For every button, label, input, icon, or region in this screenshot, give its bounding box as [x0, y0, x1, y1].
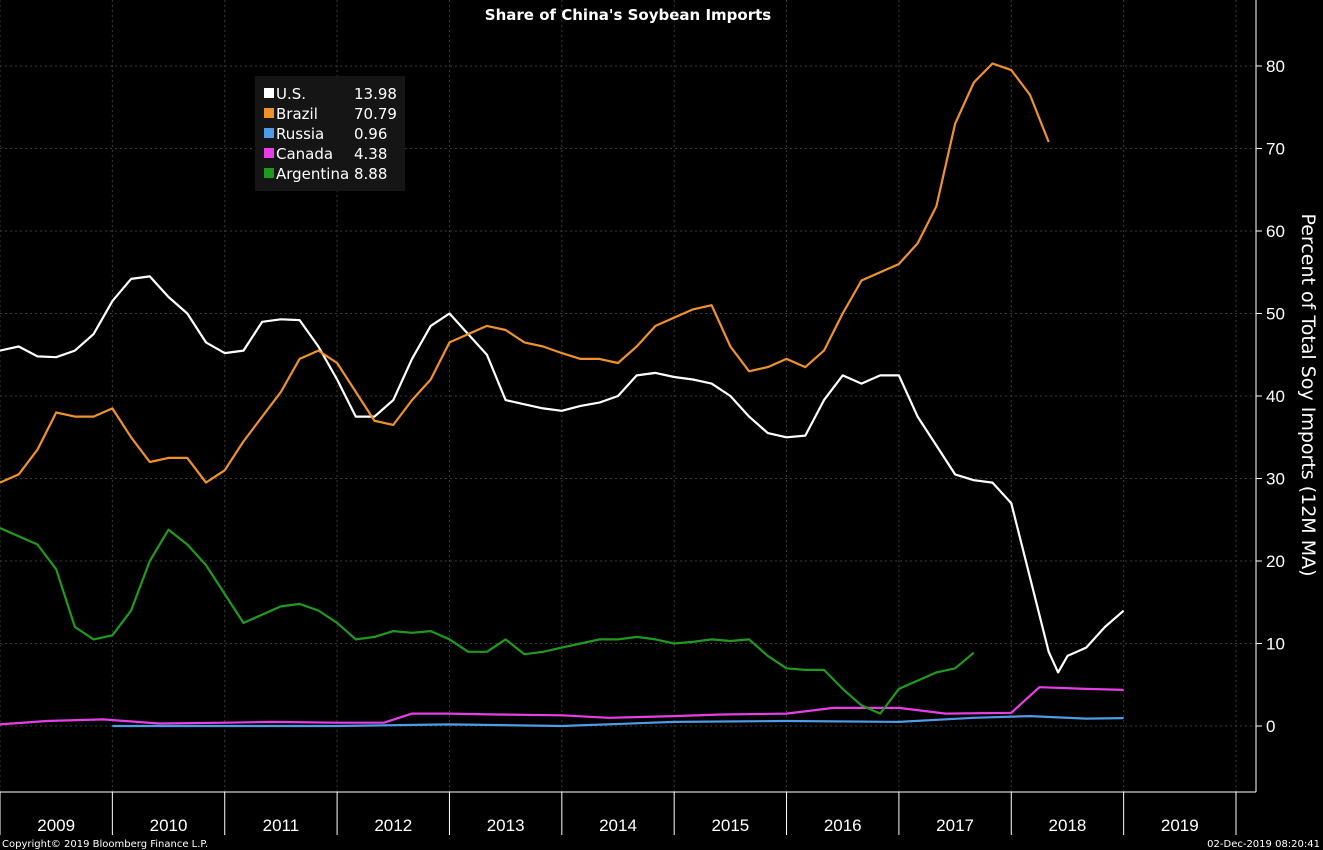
x-tick-label-2015: 2015: [711, 816, 749, 835]
series-line-argentina: [0, 526, 975, 715]
legend-value: 4.38: [354, 145, 387, 163]
y-tick-label: 70: [1266, 140, 1285, 159]
legend-value: 0.96: [354, 125, 387, 143]
legend: U.S. 13.98 Brazil 70.79 Russia 0.96 Canada 4.38…: [255, 76, 405, 191]
x-tick-label-2011: 2011: [263, 816, 300, 835]
series-line-russia: [112, 715, 1124, 728]
series-line-us: [0, 275, 1125, 674]
legend-value: 8.88: [354, 165, 387, 183]
legend-label: Brazil: [276, 105, 318, 123]
series-line-canada: [0, 686, 1124, 726]
y-tick-label: 0: [1266, 717, 1275, 736]
y-tick-label: 10: [1266, 635, 1285, 654]
chart-title: Share of China's Soybean Imports: [485, 6, 771, 24]
legend-box: [255, 76, 405, 191]
legend-swatch: [264, 108, 274, 118]
timestamp-text: 02-Dec-2019 08:20:41: [1207, 839, 1320, 850]
legend-swatch: [264, 148, 274, 158]
legend-swatch: [264, 88, 274, 98]
y-tick-label: 40: [1266, 387, 1285, 406]
legend-swatch: [264, 168, 274, 178]
x-tick-label-2014: 2014: [599, 816, 637, 835]
y-tick-label: 20: [1266, 552, 1285, 571]
legend-label: U.S.: [276, 85, 306, 103]
legend-value: 13.98: [354, 85, 397, 103]
x-tick-label-2013: 2013: [487, 816, 525, 835]
y-tick-label: 60: [1266, 222, 1285, 241]
legend-swatch: [264, 128, 274, 138]
x-tick-label-2019: 2019: [1161, 816, 1199, 835]
legend-label: Argentina: [276, 165, 349, 183]
y-tick-label: 80: [1266, 57, 1285, 76]
legend-value: 70.79: [354, 105, 397, 123]
y-tick-label: 50: [1266, 305, 1285, 324]
axes: 0 10 20 30 40 50 60 70 80 2009 2010 2011 2012 2013 201…: [0, 0, 1285, 835]
legend-label: Canada: [276, 145, 333, 163]
copyright-text: Copyright© 2019 Bloomberg Finance L.P.: [2, 839, 208, 850]
series-lines: [0, 62, 1125, 728]
y-axis-label: Percent of Total Soy Imports (12M MA): [1297, 213, 1319, 576]
x-tick-label-2017: 2017: [936, 816, 974, 835]
y-tick-label: 30: [1266, 470, 1285, 489]
x-tick-label-2012: 2012: [374, 816, 412, 835]
x-tick-label-2018: 2018: [1049, 816, 1087, 835]
gridlines: [0, 0, 1256, 792]
series-line-brazil: [0, 62, 1050, 484]
legend-label: Russia: [276, 125, 324, 143]
x-tick-label-2016: 2016: [824, 816, 862, 835]
x-tick-label-2010: 2010: [150, 816, 188, 835]
x-tick-label-2009: 2009: [37, 816, 75, 835]
